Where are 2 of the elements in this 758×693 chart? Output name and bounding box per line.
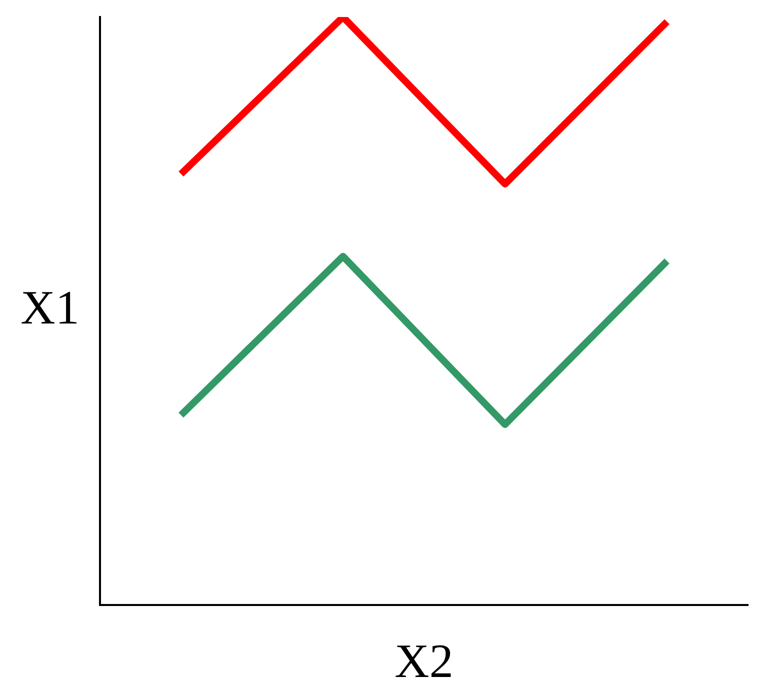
- x-axis-title: X2: [394, 634, 454, 688]
- y-axis-title: X1: [20, 282, 80, 335]
